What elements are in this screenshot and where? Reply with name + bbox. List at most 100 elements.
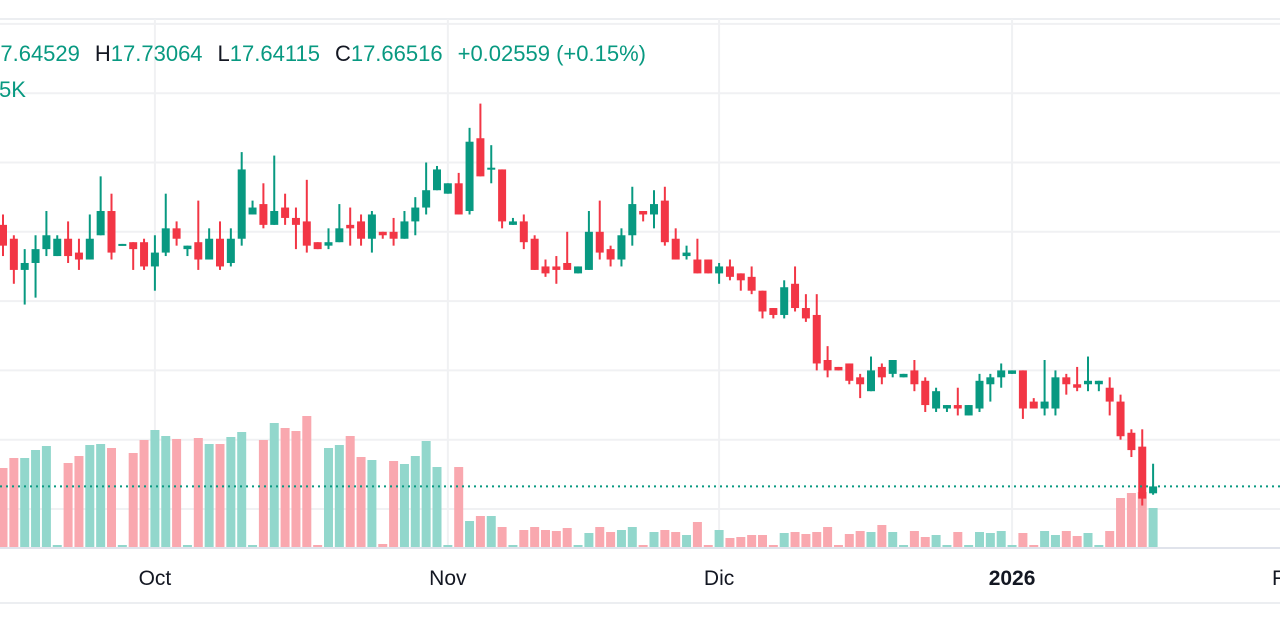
candle[interactable] bbox=[487, 145, 496, 184]
candle[interactable] bbox=[422, 162, 431, 215]
candle[interactable] bbox=[259, 183, 268, 229]
candle[interactable] bbox=[1116, 394, 1125, 440]
candle[interactable] bbox=[1094, 380, 1103, 392]
candle[interactable] bbox=[747, 266, 756, 295]
candle[interactable] bbox=[140, 238, 149, 270]
candle[interactable] bbox=[899, 373, 908, 378]
candle[interactable] bbox=[823, 346, 832, 378]
candle[interactable] bbox=[921, 377, 930, 412]
candle[interactable] bbox=[20, 249, 29, 305]
candle[interactable] bbox=[834, 366, 843, 371]
candle[interactable] bbox=[335, 204, 344, 243]
candle[interactable] bbox=[1051, 370, 1060, 416]
candle[interactable] bbox=[476, 103, 485, 177]
candle[interactable] bbox=[606, 245, 615, 267]
candle[interactable] bbox=[1084, 356, 1092, 392]
candle[interactable] bbox=[660, 186, 669, 246]
candle[interactable] bbox=[465, 127, 474, 215]
candle[interactable] bbox=[975, 373, 984, 412]
candle[interactable] bbox=[498, 169, 507, 229]
candle[interactable] bbox=[389, 217, 398, 246]
candle[interactable] bbox=[845, 363, 854, 385]
candle[interactable] bbox=[693, 238, 702, 274]
candle[interactable] bbox=[791, 266, 800, 312]
candle[interactable] bbox=[639, 211, 648, 222]
candle[interactable] bbox=[801, 294, 810, 322]
candle[interactable] bbox=[9, 235, 18, 284]
candle[interactable] bbox=[85, 214, 94, 260]
candle[interactable] bbox=[302, 179, 311, 253]
candle[interactable] bbox=[443, 183, 452, 194]
time-axis[interactable]: Oct Nov Dic 2026 F bbox=[139, 567, 1280, 590]
candle[interactable] bbox=[964, 405, 973, 416]
candle[interactable] bbox=[216, 221, 224, 270]
candle[interactable] bbox=[129, 242, 138, 270]
candle[interactable] bbox=[64, 221, 73, 263]
candle[interactable] bbox=[812, 294, 821, 371]
candle[interactable] bbox=[986, 373, 995, 402]
candle[interactable] bbox=[346, 207, 355, 246]
candle[interactable] bbox=[1029, 398, 1038, 409]
candle[interactable] bbox=[454, 172, 463, 215]
candle[interactable] bbox=[324, 228, 333, 250]
candle[interactable] bbox=[313, 242, 322, 250]
candle[interactable] bbox=[1127, 429, 1136, 458]
candle[interactable] bbox=[650, 190, 658, 229]
candle[interactable] bbox=[541, 259, 550, 277]
candle[interactable] bbox=[1018, 370, 1027, 419]
candle[interactable] bbox=[628, 186, 637, 246]
candle[interactable] bbox=[226, 228, 235, 267]
candle[interactable] bbox=[867, 356, 875, 392]
candle[interactable] bbox=[400, 211, 409, 239]
candle[interactable] bbox=[1040, 360, 1049, 416]
candle[interactable] bbox=[433, 165, 441, 191]
candle[interactable] bbox=[194, 200, 203, 270]
candle[interactable] bbox=[107, 193, 116, 260]
candle[interactable] bbox=[150, 235, 159, 291]
candle[interactable] bbox=[617, 228, 626, 267]
candle[interactable] bbox=[932, 387, 941, 412]
candle[interactable] bbox=[281, 193, 290, 225]
candle[interactable] bbox=[118, 243, 127, 246]
candle[interactable] bbox=[172, 221, 181, 246]
candle[interactable] bbox=[856, 373, 865, 399]
candle[interactable] bbox=[1073, 366, 1082, 392]
candle[interactable] bbox=[42, 211, 51, 257]
candle[interactable] bbox=[758, 290, 767, 319]
candle[interactable] bbox=[508, 217, 517, 225]
candle[interactable] bbox=[96, 176, 105, 236]
candle[interactable] bbox=[205, 228, 214, 260]
candle[interactable] bbox=[519, 214, 528, 250]
candle[interactable] bbox=[31, 235, 40, 298]
candle[interactable] bbox=[769, 308, 778, 319]
candle[interactable] bbox=[411, 197, 420, 236]
candle[interactable] bbox=[237, 152, 246, 246]
candle[interactable] bbox=[248, 200, 257, 215]
candle[interactable] bbox=[552, 256, 561, 284]
candle[interactable] bbox=[953, 387, 962, 416]
candle[interactable] bbox=[574, 266, 583, 274]
candle[interactable] bbox=[888, 360, 897, 378]
candle[interactable] bbox=[1138, 429, 1147, 506]
candle[interactable] bbox=[997, 363, 1006, 388]
candle[interactable] bbox=[595, 200, 604, 260]
candle[interactable] bbox=[270, 155, 279, 225]
candle[interactable] bbox=[725, 259, 734, 281]
candle[interactable] bbox=[704, 259, 713, 274]
candle[interactable] bbox=[671, 228, 680, 260]
candle[interactable] bbox=[74, 238, 83, 270]
candle[interactable] bbox=[910, 360, 919, 392]
candle[interactable] bbox=[0, 214, 7, 257]
candle[interactable] bbox=[1105, 377, 1114, 416]
candle[interactable] bbox=[161, 193, 170, 257]
candle[interactable] bbox=[1062, 373, 1071, 395]
candle[interactable] bbox=[367, 211, 376, 253]
candle[interactable] bbox=[736, 273, 745, 291]
candle[interactable] bbox=[682, 245, 691, 260]
candle[interactable] bbox=[563, 231, 572, 270]
candle[interactable] bbox=[53, 235, 62, 257]
candle[interactable] bbox=[584, 211, 593, 270]
candle[interactable] bbox=[183, 245, 192, 257]
candle[interactable] bbox=[942, 405, 951, 412]
